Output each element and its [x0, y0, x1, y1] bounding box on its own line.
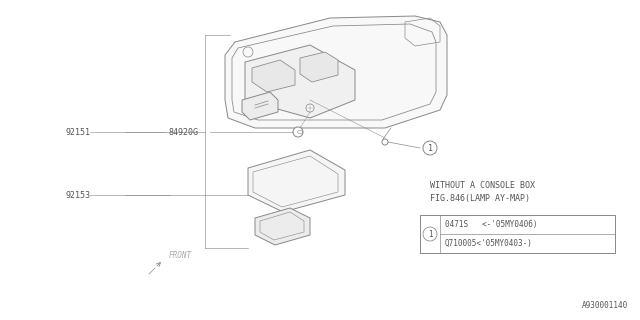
Text: 1: 1	[428, 229, 432, 238]
Circle shape	[423, 141, 437, 155]
Circle shape	[382, 139, 388, 145]
Polygon shape	[252, 60, 295, 92]
Text: Q710005<'05MY0403-): Q710005<'05MY0403-)	[445, 239, 533, 248]
Polygon shape	[225, 16, 447, 128]
Text: 84920G: 84920G	[168, 127, 198, 137]
Text: A930001140: A930001140	[582, 301, 628, 310]
Text: 92151: 92151	[65, 127, 90, 137]
Text: 1: 1	[428, 143, 433, 153]
Text: FRONT: FRONT	[169, 252, 192, 260]
Polygon shape	[242, 92, 278, 120]
Polygon shape	[248, 150, 345, 212]
Text: FIG.846(LAMP AY-MAP): FIG.846(LAMP AY-MAP)	[430, 194, 530, 203]
Circle shape	[423, 227, 437, 241]
Polygon shape	[245, 45, 355, 118]
Text: 0471S   <-'05MY0406): 0471S <-'05MY0406)	[445, 220, 538, 229]
Polygon shape	[300, 52, 338, 82]
Circle shape	[306, 104, 314, 112]
Text: WITHOUT A CONSOLE BOX: WITHOUT A CONSOLE BOX	[430, 180, 535, 189]
Text: 92153: 92153	[65, 190, 90, 199]
Polygon shape	[255, 208, 310, 245]
Circle shape	[293, 127, 303, 137]
Bar	[420, 215, 615, 253]
